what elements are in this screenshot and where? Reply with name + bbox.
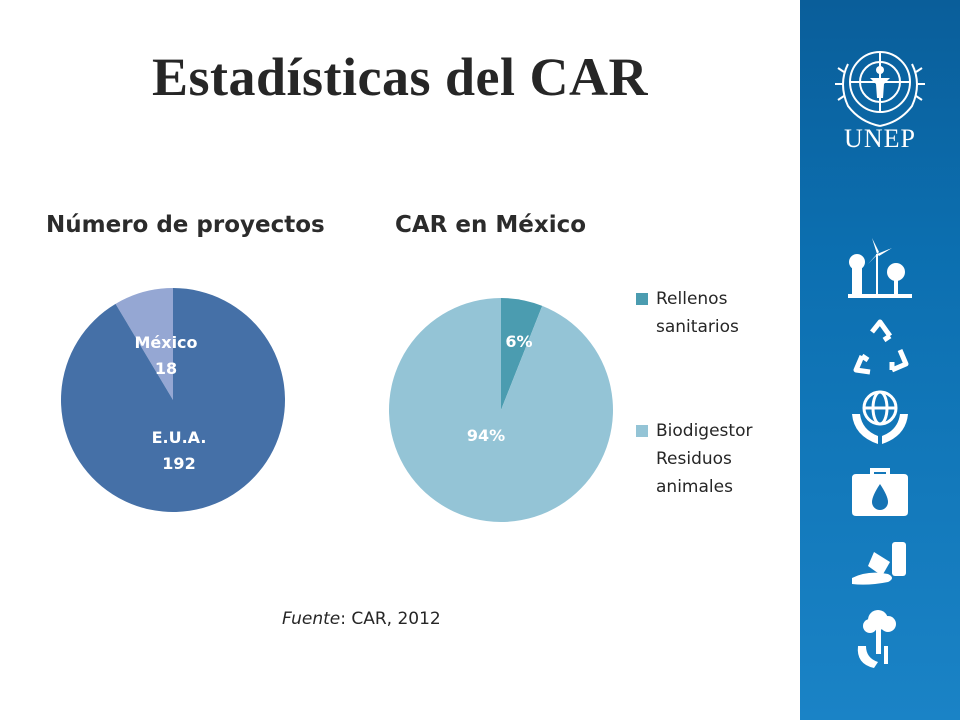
unep-logo-text: UNEP [844,124,916,153]
chart-title-car-mexico: CAR en México [395,212,587,238]
legend-label: Rellenos sanitarios [656,289,739,337]
pie-chart-projects: México 18 E.U.A. 192 [60,288,286,512]
legend-item-rellenos: Rellenos sanitarios [636,285,796,341]
source-text: : CAR, 2012 [340,609,441,629]
legend-label: Biodigestor Residuos animales [656,421,753,497]
data-label-1-1-0: 94% [467,426,505,445]
water-drop-case-icon [852,468,908,516]
data-label-0-0-1: 18 [155,359,177,378]
chart-title-projects: Número de proyectos [46,212,325,238]
legend: Rellenos sanitarios Biodigestor Residuos… [636,285,796,501]
tree-hand-icon [857,610,896,668]
data-label-0-0-0: México [134,333,197,352]
pie-chart-car-mexico: 6% 94% [389,298,613,522]
pie-slice-0-0 [115,288,173,400]
pie-slice-0-1 [60,288,286,512]
globe-hands-icon [852,390,908,444]
data-label-1-0-0: 6% [505,332,532,351]
pie-slice-1-1 [389,298,613,522]
un-emblem-icon [835,51,925,127]
pie-slice-1-0 [501,298,543,410]
spill-barrel-icon [852,542,906,585]
source-label: Fuente [282,609,341,629]
sidebar: UNEP [800,0,960,720]
recycle-icon [853,319,909,375]
legend-swatch [636,293,648,305]
legend-swatch [636,425,648,437]
source-note: Fuente: CAR, 2012 [282,609,441,629]
legend-item-biodigestor: Biodigestor Residuos animales [636,417,796,501]
slide-title: Estadísticas del CAR [151,47,649,107]
windmill-trees-icon [848,238,912,298]
data-label-0-1-0: E.U.A. [152,428,207,447]
data-label-0-1-1: 192 [162,454,195,473]
